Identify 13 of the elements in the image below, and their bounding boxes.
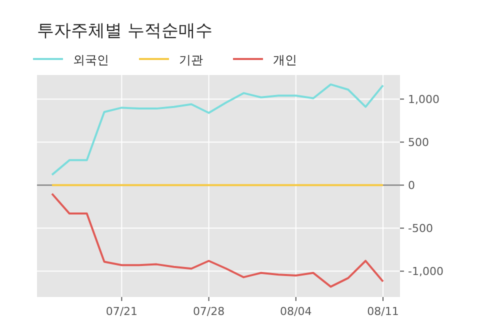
y-tick-label: 1,000 [408,93,440,106]
legend-label: 개인 [273,53,297,67]
y-tick-label: 0 [408,179,415,192]
y-tick-label: -500 [408,222,433,236]
legend-label: 외국인 [73,53,109,67]
chart-title: 투자주체별 누적순매수 [37,21,212,41]
x-tick-label: 08/11 [367,305,399,318]
legend-label: 기관 [179,53,203,67]
y-tick-label: -1,000 [408,265,444,278]
x-tick-label: 08/04 [280,305,312,318]
x-tick-label: 07/28 [192,305,225,318]
y-tick-label: 500 [408,136,429,150]
x-tick-label: 07/21 [106,305,138,318]
